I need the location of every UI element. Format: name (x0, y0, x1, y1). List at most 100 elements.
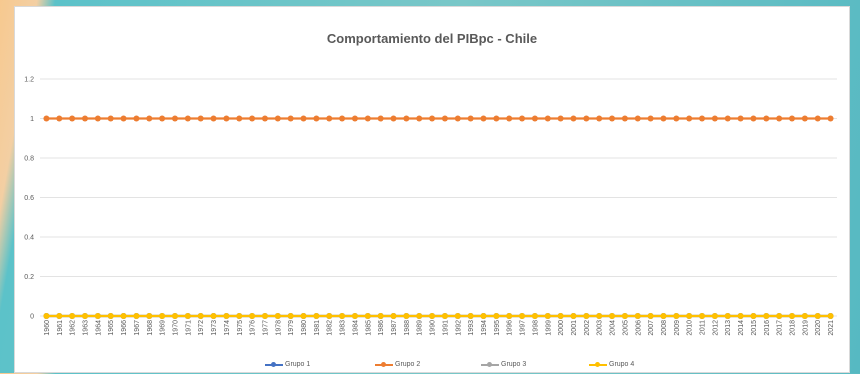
data-point (364, 313, 371, 319)
data-point (634, 115, 641, 122)
data-point (801, 313, 808, 319)
data-point (647, 115, 654, 122)
data-point (43, 115, 50, 122)
legend-swatch-icon (265, 361, 283, 367)
x-tick-label: 1994 (481, 320, 488, 336)
x-tick-label: 1967 (134, 320, 141, 336)
x-tick-label: 1973 (211, 320, 218, 336)
data-point (364, 115, 371, 122)
data-point (120, 115, 127, 122)
data-point (609, 115, 616, 122)
x-tick-label: 1995 (494, 320, 501, 336)
data-point (107, 115, 114, 122)
data-point (557, 313, 564, 319)
x-tick-label: 2008 (661, 320, 668, 336)
data-point (261, 115, 268, 122)
x-tick-label: 1976 (250, 320, 257, 336)
data-point (223, 115, 230, 122)
y-tick-label: 0.4 (24, 235, 34, 242)
x-tick-label: 1977 (262, 320, 269, 336)
data-point (351, 115, 358, 122)
x-tick-label: 2004 (610, 320, 617, 336)
data-point (583, 313, 590, 319)
data-point (210, 115, 217, 122)
data-point (339, 313, 346, 319)
data-point (647, 313, 654, 319)
data-point (776, 313, 783, 319)
chart-title: Comportamiento del PIBpc - Chile (326, 31, 538, 46)
data-point (313, 313, 320, 319)
x-tick-label: 1990 (430, 320, 437, 336)
y-tick-label: 0.8 (24, 156, 34, 163)
x-tick-label: 2018 (790, 320, 797, 336)
data-point (493, 115, 500, 122)
data-point (519, 313, 526, 319)
data-point (429, 115, 436, 122)
data-point (699, 115, 706, 122)
data-point (660, 313, 667, 319)
y-tick-label: 0.2 (24, 274, 34, 281)
data-point (146, 313, 153, 319)
x-tick-label: 1984 (352, 320, 359, 336)
data-point (69, 313, 76, 319)
data-point (236, 115, 243, 122)
data-point (621, 115, 628, 122)
data-point (634, 313, 641, 319)
chart-panel: Comportamiento del PIBpc - Chile 0 0.2 0.4… (14, 6, 850, 373)
data-point (699, 313, 706, 319)
y-tick-label: 1 (30, 116, 34, 123)
x-tick-label: 2020 (815, 320, 822, 336)
data-point (249, 313, 256, 319)
x-tick-label: 2017 (777, 320, 784, 336)
data-point (480, 313, 487, 319)
data-point (441, 313, 448, 319)
data-point (506, 115, 513, 122)
x-tick-label: 2010 (687, 320, 694, 336)
data-point (210, 313, 217, 319)
x-tick-label: 2019 (802, 320, 809, 336)
data-point (326, 115, 333, 122)
data-point (287, 115, 294, 122)
y-tick-label: 1.2 (24, 77, 34, 84)
legend-swatch-icon (481, 361, 499, 367)
x-tick-label: 2013 (725, 320, 732, 336)
x-tick-label: 2003 (597, 320, 604, 336)
data-point (531, 313, 538, 319)
x-tick-label: 1962 (70, 320, 77, 336)
data-point (441, 115, 448, 122)
data-point (133, 313, 140, 319)
data-point (660, 115, 667, 122)
data-point (544, 313, 551, 319)
data-point (339, 115, 346, 122)
data-point (171, 313, 178, 319)
data-point (81, 115, 88, 122)
x-tick-label: 2015 (751, 320, 758, 336)
data-point (506, 313, 513, 319)
data-point (94, 115, 101, 122)
x-tick-label: 1991 (442, 320, 449, 336)
x-tick-label: 2012 (712, 320, 719, 336)
data-point (94, 313, 101, 319)
legend-swatch-icon (589, 361, 607, 367)
x-tick-label: 2002 (584, 320, 591, 336)
data-point (184, 313, 191, 319)
data-point (326, 313, 333, 319)
legend-item: Grupo 4 (589, 361, 634, 368)
legend-item: Grupo 3 (481, 361, 526, 368)
data-point (159, 313, 166, 319)
data-point (236, 313, 243, 319)
data-point (300, 313, 307, 319)
data-point (789, 313, 796, 319)
data-point (776, 115, 783, 122)
data-point (544, 115, 551, 122)
x-tick-label: 2011 (700, 320, 707, 335)
line-chart: 0 0.2 0.4 0.6 0.8 1 1.2 1960 1961 1962 1963 1964 196… (24, 77, 837, 336)
data-point (146, 115, 153, 122)
x-tick-label: 1996 (507, 320, 514, 336)
x-tick-label: 1975 (237, 320, 244, 336)
x-tick-label: 1970 (172, 320, 179, 336)
data-point (724, 313, 731, 319)
x-tick-label: 1999 (545, 320, 552, 336)
x-tick-label: 1963 (82, 320, 89, 336)
data-point (390, 313, 397, 319)
